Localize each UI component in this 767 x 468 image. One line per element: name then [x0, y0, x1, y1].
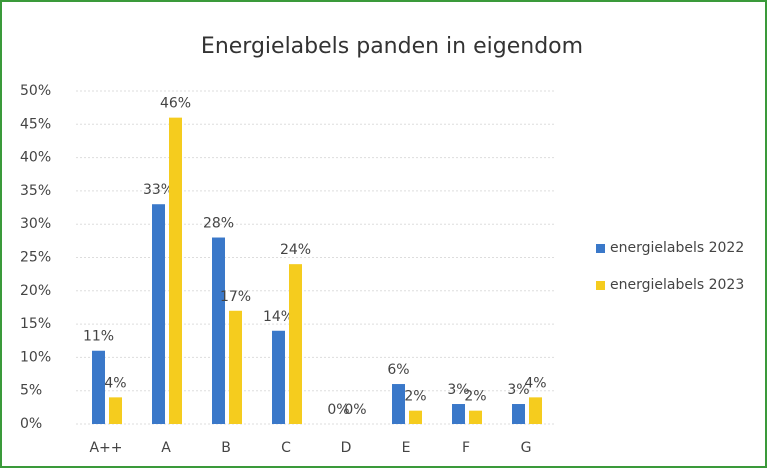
y-tick-label: 15% — [20, 316, 51, 332]
bar — [392, 384, 405, 424]
data-label: 11% — [83, 329, 114, 345]
x-tick-label: E — [402, 440, 411, 456]
y-tick-label: 0% — [20, 416, 42, 432]
data-label: 24% — [280, 242, 311, 258]
legend-label: energielabels 2022 — [610, 240, 744, 256]
y-tick-label: 40% — [20, 150, 51, 166]
bar — [452, 404, 465, 424]
data-label: 17% — [220, 289, 251, 305]
x-tick-label: A — [161, 440, 171, 456]
data-label: 46% — [160, 96, 191, 112]
data-label: 0% — [327, 402, 349, 418]
bar — [409, 410, 422, 424]
bar — [529, 397, 542, 424]
chart-title: Energielabels panden in eigendom — [201, 34, 583, 59]
bar — [212, 237, 225, 424]
bar — [109, 397, 122, 424]
y-tick-label: 45% — [20, 116, 51, 132]
y-tick-label: 35% — [20, 183, 51, 199]
data-label: 2% — [464, 389, 486, 405]
y-tick-label: 30% — [20, 216, 51, 232]
bar — [152, 204, 165, 424]
bar — [169, 117, 182, 424]
data-label: 6% — [387, 362, 409, 378]
x-tick-label: D — [341, 440, 352, 456]
data-label: 0% — [344, 402, 366, 418]
data-label: 33% — [143, 182, 174, 198]
data-label: 4% — [104, 375, 126, 391]
bar — [229, 310, 242, 424]
data-label: 3% — [507, 382, 529, 398]
data-label: 2% — [404, 389, 426, 405]
bar — [512, 404, 525, 424]
y-tick-label: 5% — [20, 383, 42, 399]
data-label: 4% — [524, 375, 546, 391]
y-tick-label: 10% — [20, 349, 51, 365]
x-tick-label: G — [521, 440, 532, 456]
data-label: 28% — [203, 216, 234, 232]
x-tick-label: F — [462, 440, 470, 456]
x-tick-label: B — [221, 440, 231, 456]
data-label: 3% — [447, 382, 469, 398]
bar — [272, 330, 285, 424]
y-tick-label: 25% — [20, 250, 51, 266]
data-label: 14% — [263, 309, 294, 325]
bar — [289, 264, 302, 424]
legend-swatch — [596, 281, 605, 290]
y-tick-label: 20% — [20, 283, 51, 299]
x-tick-label: A++ — [89, 440, 122, 456]
legend-swatch — [596, 244, 605, 253]
bar — [469, 410, 482, 424]
y-tick-label: 50% — [20, 83, 51, 99]
x-tick-label: C — [281, 440, 291, 456]
legend-label: energielabels 2023 — [610, 277, 744, 293]
bar — [92, 350, 105, 424]
